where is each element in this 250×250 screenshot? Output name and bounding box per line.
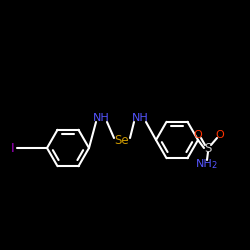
Text: 2: 2 [212,160,216,170]
Text: NH: NH [92,113,110,123]
Text: NH: NH [132,113,148,123]
Text: O: O [216,130,224,140]
Text: I: I [11,142,15,154]
Text: O: O [194,130,202,140]
Text: NH: NH [196,159,212,169]
Text: S: S [204,142,212,154]
Text: Se: Se [115,134,129,146]
